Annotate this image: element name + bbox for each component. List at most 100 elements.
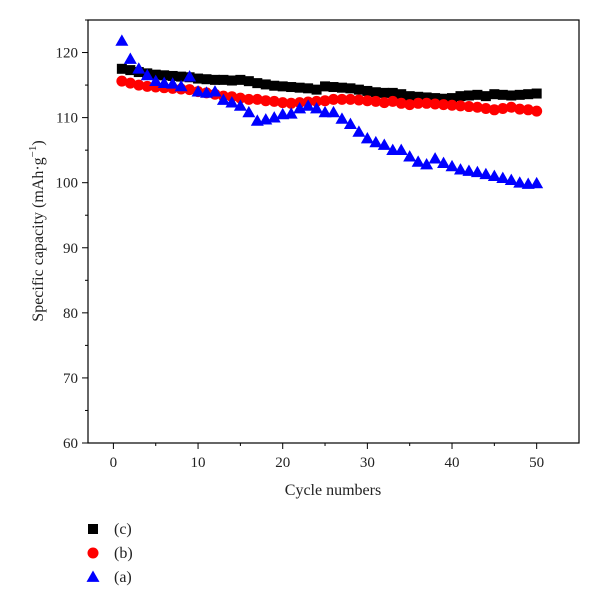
data-point (404, 99, 416, 111)
data-point (353, 84, 364, 95)
data-point (394, 143, 408, 156)
data-point (377, 138, 391, 150)
data-point (243, 76, 254, 87)
data-point (387, 95, 399, 107)
data-point (115, 34, 129, 46)
data-point (167, 70, 178, 81)
data-point (150, 69, 161, 80)
x-tick-label: 20 (275, 455, 290, 471)
data-point (352, 125, 366, 137)
data-point (336, 82, 347, 93)
legend-label: (a) (114, 569, 132, 586)
y-tick-label: 90 (63, 241, 78, 257)
data-point (438, 93, 449, 104)
data-point (454, 100, 466, 112)
data-point (260, 79, 271, 90)
data-point (370, 87, 381, 98)
data-point (233, 99, 247, 111)
data-point (403, 150, 417, 162)
data-point (343, 117, 357, 129)
data-point (209, 74, 220, 85)
data-point (285, 97, 297, 109)
data-point (133, 79, 145, 91)
data-point (430, 93, 441, 104)
data-point (260, 95, 272, 107)
data-point (125, 65, 136, 76)
data-point (184, 84, 196, 96)
x-axis-title: Cycle numbers (285, 482, 381, 499)
data-point (303, 83, 314, 94)
data-point (472, 89, 483, 100)
y-tick-label: 70 (63, 371, 78, 387)
y-axis-title-superscript: −1 (27, 146, 39, 158)
legend-label: (b) (114, 545, 133, 562)
data-point (505, 101, 517, 113)
data-point (471, 101, 483, 113)
data-point (413, 91, 424, 102)
data-point (421, 92, 432, 103)
data-point (208, 85, 222, 97)
data-point (159, 70, 170, 81)
data-point (335, 112, 349, 124)
data-point (218, 74, 229, 85)
data-point (523, 89, 534, 100)
data-point (269, 80, 280, 91)
data-point (487, 169, 501, 182)
legend-entry: (a) (86, 569, 132, 586)
data-point (116, 63, 127, 74)
x-tick-label: 50 (529, 455, 544, 471)
data-point (420, 157, 434, 170)
data-point (462, 164, 476, 176)
data-point (336, 93, 348, 105)
data-point (453, 163, 467, 175)
data-point (463, 90, 474, 101)
legend: (c) (b) (a) (86, 521, 133, 586)
data-point (353, 94, 365, 106)
data-point (235, 74, 246, 85)
legend-entry: (c) (88, 521, 132, 538)
data-point (225, 96, 239, 108)
data-point (310, 102, 324, 114)
data-point (252, 78, 263, 89)
legend-marker (87, 547, 99, 559)
data-point (318, 105, 332, 118)
data-point (522, 104, 534, 116)
plot-area (115, 34, 544, 189)
data-point (429, 98, 441, 110)
data-point (176, 71, 187, 82)
data-point (446, 99, 458, 111)
data-point (123, 52, 137, 64)
data-point (480, 91, 491, 102)
data-point (268, 95, 280, 107)
y-tick-label: 100 (56, 176, 79, 192)
legend-entry: (b) (87, 545, 133, 562)
data-point (504, 173, 518, 185)
data-point (311, 84, 322, 95)
data-point (311, 95, 323, 107)
data-point (216, 93, 230, 105)
x-tick-label: 40 (445, 455, 460, 471)
y-tick-label: 80 (63, 306, 78, 322)
data-point (497, 89, 508, 100)
data-point (463, 101, 475, 113)
data-point (531, 105, 543, 117)
y-tick-label: 60 (63, 436, 78, 452)
data-point (412, 97, 424, 109)
data-point (421, 97, 433, 109)
data-point (294, 82, 305, 93)
data-point (362, 85, 373, 96)
data-point (480, 103, 492, 115)
data-point (140, 68, 154, 81)
data-point (284, 107, 298, 119)
data-point (277, 97, 289, 109)
data-point (320, 81, 331, 92)
data-point (267, 111, 281, 123)
data-point (226, 75, 237, 86)
y-axis: 60 70 80 90 100 110 120 (56, 19, 88, 452)
data-point (116, 75, 128, 87)
data-point (411, 155, 425, 167)
data-point (514, 103, 526, 115)
data-point (251, 93, 263, 105)
data-point (361, 95, 373, 107)
data-point (149, 74, 163, 87)
